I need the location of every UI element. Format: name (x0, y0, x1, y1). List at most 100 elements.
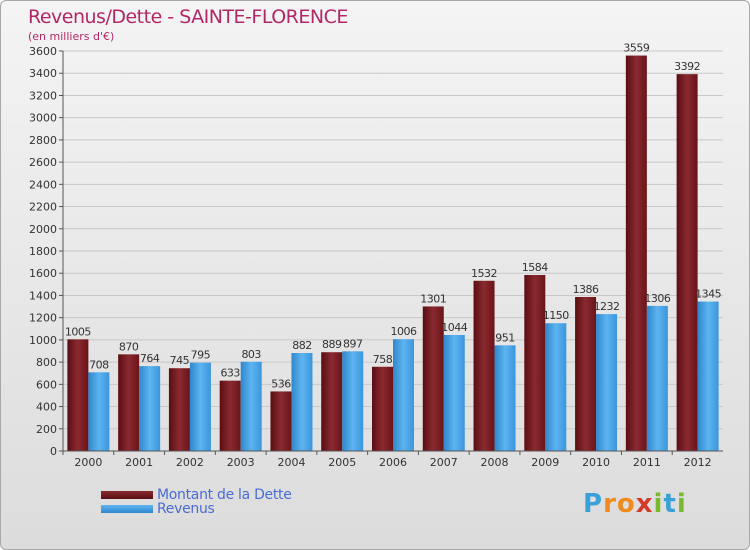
x-tick-label: 2007 (430, 456, 458, 469)
logo-letter: o (616, 489, 636, 519)
legend-label-revenus: Revenus (157, 501, 215, 517)
chart-title: Revenus/Dette - SAINTE-FLORENCE (28, 6, 348, 28)
legend-swatch-dette (101, 491, 153, 499)
y-tick-label: 3200 (29, 89, 57, 102)
logo-letter: x (635, 489, 654, 519)
bar-revenus-2003 (240, 361, 262, 451)
bar-dette-2012 (676, 74, 698, 451)
x-axis-ticks: 2000 2001 2002 2003 2004 2005 2006 2007 2008 2009… (62, 451, 712, 469)
bar-revenus-2001 (139, 366, 161, 451)
logo-letter: r (603, 489, 617, 519)
bar-revenus-2007 (443, 335, 465, 451)
data-label-dette-2001: 870 (119, 340, 139, 353)
y-tick-label: 3600 (29, 45, 57, 58)
y-tick-label: 600 (36, 378, 57, 391)
bar-dette-2010 (575, 297, 597, 451)
y-tick-label: 3000 (29, 112, 57, 125)
bar-dette-2003 (219, 380, 241, 451)
data-label-revenus-2000: 708 (89, 358, 109, 371)
y-tick-label: 1400 (29, 289, 57, 302)
data-label-revenus-2002: 795 (191, 349, 211, 362)
bar-revenus-2011 (646, 305, 668, 451)
y-tick-label: 0 (50, 445, 57, 458)
y-tick-label: 1800 (29, 245, 57, 258)
legend: Montant de la Dette Revenus (101, 487, 292, 517)
logo-letter: P (583, 489, 604, 519)
data-label-dette-2003: 633 (220, 367, 240, 380)
axes (62, 51, 723, 452)
data-label-revenus-2009: 1150 (543, 309, 569, 322)
bar-revenus-2012 (697, 301, 719, 451)
chart-subtitle: (en milliers d'€) (28, 30, 115, 43)
bar-revenus-2005 (342, 351, 364, 451)
x-tick-label: 2010 (582, 456, 610, 469)
data-label-dette-2008: 1532 (471, 267, 497, 280)
x-tick-label: 2012 (684, 456, 712, 469)
bar-dette-2008 (473, 280, 495, 451)
data-label-dette-2002: 745 (170, 354, 190, 367)
bars (67, 55, 719, 452)
bar-dette-2001 (118, 354, 140, 451)
data-label-dette-2004: 536 (271, 377, 291, 390)
bar-dette-2000 (67, 339, 89, 451)
y-tick-label: 1000 (29, 334, 57, 347)
y-tick-label: 800 (36, 356, 57, 369)
logo-letter: i (653, 489, 664, 519)
y-axis-ticks: 0 200 400 600 800 1000 1200 1400 1600 1800 2000 220… (29, 45, 63, 458)
x-tick-label: 2005 (328, 456, 356, 469)
legend-label-dette: Montant de la Dette (157, 487, 292, 503)
data-label-dette-2007: 1301 (420, 292, 446, 305)
data-label-revenus-2007: 1044 (441, 321, 467, 334)
legend-item-dette: Montant de la Dette (101, 487, 292, 503)
bar-dette-2004 (270, 391, 292, 451)
x-tick-label: 2001 (125, 456, 153, 469)
y-tick-label: 2800 (29, 134, 57, 147)
data-label-dette-2010: 1386 (573, 283, 599, 296)
y-tick-label: 400 (36, 401, 57, 414)
bar-dette-2007 (422, 306, 444, 451)
data-label-dette-2012: 3392 (674, 60, 700, 73)
x-tick-label: 2002 (176, 456, 204, 469)
y-tick-label: 200 (36, 423, 57, 436)
data-label-dette-2006: 758 (373, 353, 393, 366)
logo-letter: i (676, 489, 687, 519)
data-label-dette-2005: 889 (322, 338, 342, 351)
x-tick-label: 2004 (277, 456, 305, 469)
bar-dette-2011 (625, 55, 647, 452)
bar-revenus-2006 (393, 339, 414, 451)
y-tick-label: 2200 (29, 201, 57, 214)
bar-revenus-2009 (545, 323, 567, 451)
bar-revenus-2002 (189, 362, 211, 451)
legend-item-revenus: Revenus (101, 501, 292, 517)
data-label-revenus-2006: 1006 (391, 325, 417, 338)
bar-revenus-2000 (88, 372, 110, 451)
data-label-revenus-2005: 897 (343, 337, 363, 350)
y-tick-label: 3400 (29, 67, 57, 80)
bar-dette-2005 (321, 352, 343, 451)
data-label-dette-2011: 3559 (623, 42, 649, 55)
data-label-revenus-2001: 764 (140, 352, 160, 365)
y-tick-label: 1200 (29, 312, 57, 325)
y-tick-label: 2400 (29, 178, 57, 191)
x-tick-label: 2011 (633, 456, 661, 469)
data-label-revenus-2008: 951 (495, 331, 515, 344)
data-label-revenus-2010: 1232 (594, 300, 620, 313)
x-tick-label: 2000 (74, 456, 102, 469)
data-label-revenus-2003: 803 (241, 348, 261, 361)
data-label-revenus-2011: 1306 (644, 292, 670, 305)
bar-dette-2006 (372, 366, 393, 451)
x-tick-label: 2009 (531, 456, 559, 469)
legend-swatch-revenus (101, 505, 153, 513)
y-tick-label: 1600 (29, 267, 57, 280)
proxiti-logo: Proxiti (583, 489, 687, 519)
y-tick-label: 2600 (29, 156, 57, 169)
bar-revenus-2004 (291, 353, 313, 451)
x-tick-label: 2008 (481, 456, 509, 469)
data-label-dette-2000: 1005 (65, 325, 91, 338)
data-label-revenus-2012: 1345 (695, 288, 721, 301)
bar-dette-2002 (168, 368, 190, 451)
data-label-dette-2009: 1584 (522, 261, 548, 274)
